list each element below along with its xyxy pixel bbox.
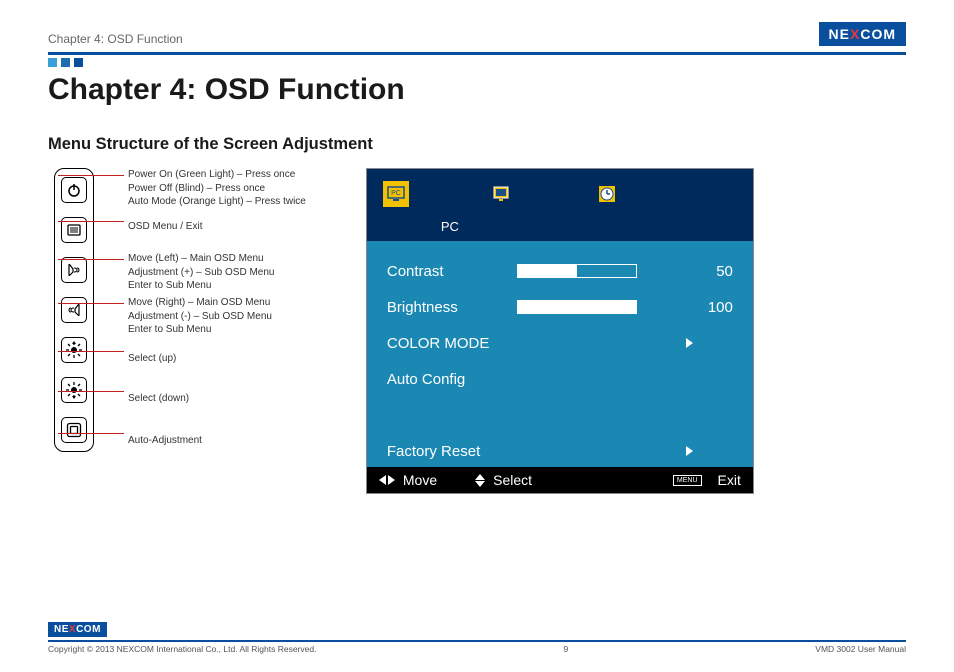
decor-square bbox=[61, 58, 70, 67]
section-subhead: Menu Structure of the Screen Adjustment bbox=[48, 135, 906, 154]
osd-row[interactable]: Auto Config bbox=[387, 361, 733, 397]
up-button[interactable] bbox=[61, 337, 87, 363]
brand-logo: NEXCOM bbox=[819, 22, 906, 46]
logo-post: COM bbox=[860, 26, 896, 42]
power-button[interactable] bbox=[61, 177, 87, 203]
select-label: Select bbox=[493, 472, 532, 488]
right-button[interactable] bbox=[61, 297, 87, 323]
osd-tab-display-icon[interactable] bbox=[489, 181, 515, 207]
osd-row[interactable]: Brightness 100 bbox=[387, 289, 733, 325]
header-rule bbox=[48, 52, 906, 55]
select-arrows-icon bbox=[475, 474, 485, 487]
osd-row-label: Auto Config bbox=[387, 371, 517, 388]
footer-logo-pre: NE bbox=[54, 624, 69, 635]
slider-bar[interactable] bbox=[517, 300, 637, 314]
osd-tab-bar: PC bbox=[367, 169, 753, 219]
down-button[interactable] bbox=[61, 377, 87, 403]
osd-row[interactable]: Factory Reset bbox=[387, 433, 733, 469]
submenu-arrow-icon bbox=[686, 338, 693, 348]
right-button-desc: Move (Right) – Main OSD MenuAdjustment (… bbox=[112, 296, 306, 344]
osd-tab-pc-icon[interactable]: PC bbox=[383, 181, 409, 207]
osd-tab-label: PC bbox=[367, 219, 753, 241]
slider-value: 50 bbox=[689, 263, 733, 280]
copyright-text: Copyright © 2013 NEXCOM International Co… bbox=[48, 644, 316, 654]
auto-button[interactable] bbox=[61, 417, 87, 443]
svg-text:PC: PC bbox=[391, 190, 401, 197]
header-chapter: Chapter 4: OSD Function bbox=[48, 32, 183, 46]
slider-value: 100 bbox=[689, 299, 733, 316]
down-button-desc: Select (down) bbox=[112, 384, 306, 426]
move-arrows-icon bbox=[379, 475, 395, 485]
footer-logo: NEXCOM bbox=[48, 622, 107, 637]
osd-row[interactable]: COLOR MODE bbox=[387, 325, 733, 361]
manual-name: VMD 3002 User Manual bbox=[815, 644, 906, 654]
osd-row-label: Contrast bbox=[387, 263, 517, 280]
osd-tab-clock-icon[interactable] bbox=[595, 181, 621, 207]
submenu-arrow-icon bbox=[686, 446, 693, 456]
power-button-desc: Power On (Green Light) – Press oncePower… bbox=[112, 168, 306, 214]
menu-chip: MENU bbox=[673, 475, 702, 486]
up-button-desc: Select (up) bbox=[112, 344, 306, 384]
osd-row[interactable]: Contrast 50 bbox=[387, 253, 733, 289]
osd-row-label: COLOR MODE bbox=[387, 335, 517, 352]
footer-logo-post: COM bbox=[76, 624, 101, 635]
osd-row[interactable] bbox=[387, 397, 733, 433]
osd-row-label: Brightness bbox=[387, 299, 517, 316]
footer-rule bbox=[48, 640, 906, 642]
logo-pre: NE bbox=[829, 26, 850, 42]
left-button[interactable] bbox=[61, 257, 87, 283]
footer-logo-x: X bbox=[69, 624, 76, 635]
osd-bottom-bar: Move Select MENU Exit bbox=[367, 467, 753, 493]
logo-x: X bbox=[850, 26, 860, 42]
chapter-title: Chapter 4: OSD Function bbox=[48, 73, 906, 107]
osd-panel: PC PC Contrast 50 Brightness 100 COLOR MODE A… bbox=[366, 168, 754, 494]
exit-label: Exit bbox=[718, 472, 741, 488]
button-legend: Power On (Green Light) – Press oncePower… bbox=[48, 168, 306, 452]
decor-square bbox=[48, 58, 57, 67]
left-button-desc: Move (Left) – Main OSD MenuAdjustment (+… bbox=[112, 252, 306, 296]
decor-square bbox=[74, 58, 83, 67]
osd-row-label: Factory Reset bbox=[387, 443, 517, 460]
menu-button-desc: OSD Menu / Exit bbox=[112, 214, 306, 252]
slider-bar[interactable] bbox=[517, 264, 637, 278]
auto-button-desc: Auto-Adjustment bbox=[112, 426, 306, 448]
page-number: 9 bbox=[564, 644, 569, 654]
move-label: Move bbox=[403, 472, 437, 488]
